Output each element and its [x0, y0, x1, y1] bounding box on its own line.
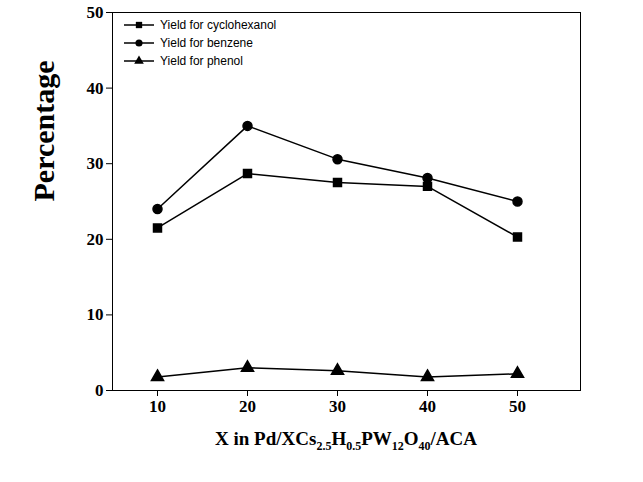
- svg-text:50: 50: [87, 3, 104, 22]
- svg-text:20: 20: [87, 230, 104, 249]
- svg-text:10: 10: [87, 305, 104, 324]
- svg-text:40: 40: [419, 397, 436, 416]
- svg-text:0: 0: [95, 381, 104, 400]
- svg-text:20: 20: [239, 397, 256, 416]
- html-text:Yield for benzene: Yield for benzene: [160, 36, 253, 50]
- svg-text:30: 30: [329, 397, 346, 416]
- html-text:X in Pd/XC s2.5H0.5P W12O40/AC: X in Pd/XC s2.5H0.5P W12O40/ACA: [215, 428, 477, 453]
- html-text:Yield for phenol: Yield for phenol: [160, 54, 243, 68]
- svg-text:10: 10: [149, 397, 166, 416]
- svg-text:Percentage: Percentage: [27, 60, 60, 201]
- html-text:Yield for cyclohexanol: Yield for cyclohexanol: [160, 18, 277, 32]
- svg-text:40: 40: [87, 79, 104, 98]
- svg-text:50: 50: [509, 397, 526, 416]
- svg-text:30: 30: [87, 154, 104, 173]
